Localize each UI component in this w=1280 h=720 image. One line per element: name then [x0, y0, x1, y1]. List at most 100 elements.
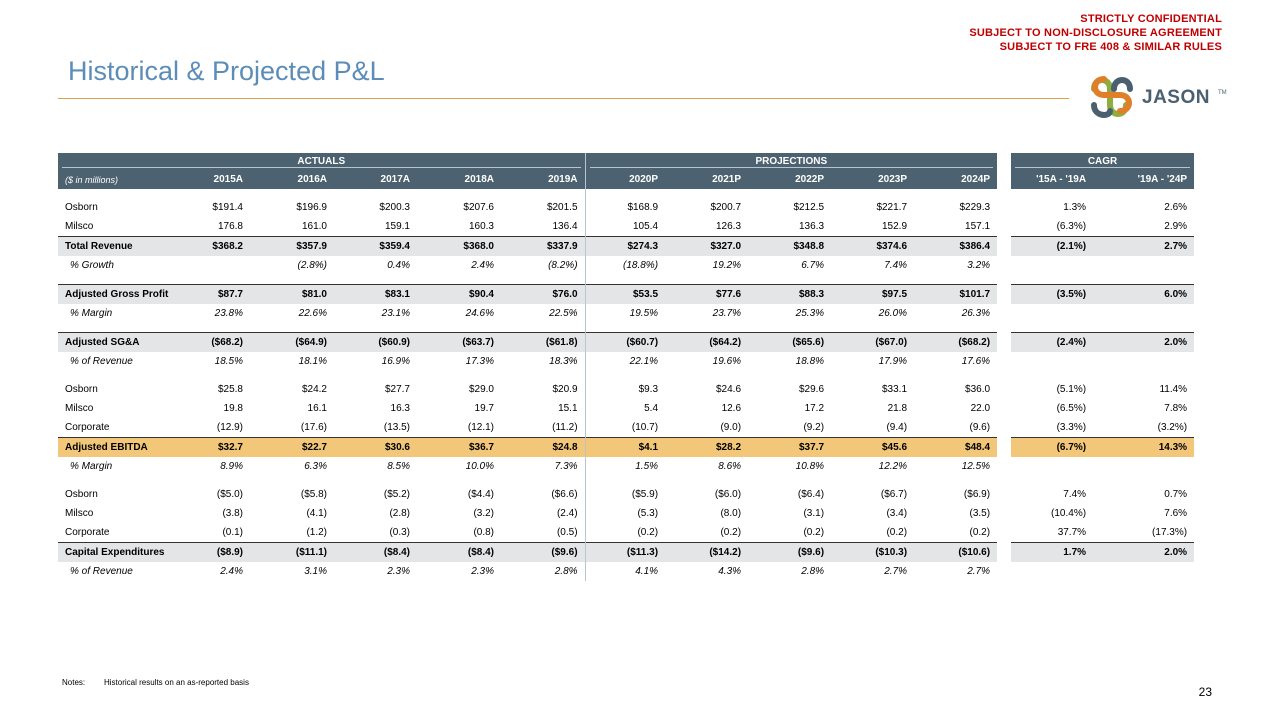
value-cell: $327.0	[665, 236, 749, 256]
spacer-cell	[183, 371, 250, 380]
row-label: Milsco	[65, 508, 94, 519]
row-gp-margin: % Margin 23.8% 22.6% 23.1% 24.6% 22.5% 19.5% 23…	[58, 304, 1194, 323]
value-cell: 18.8%	[795, 356, 825, 367]
value-cell: ($60.9)	[334, 332, 417, 352]
row-label: Corporate	[65, 527, 110, 538]
spacer-cell	[1093, 275, 1194, 285]
row-label: Total Revenue	[58, 236, 183, 256]
jason-logo-icon	[1091, 76, 1133, 118]
value-cell: 2.8%	[801, 566, 825, 577]
row-milsco-ebitda: Milsco 19.8 16.1 16.3 19.7 15.1 5.4 12.6 17.2 21.…	[58, 399, 1194, 418]
value-cell: $25.8	[217, 384, 243, 395]
cagr-cell: (2.4%)	[1011, 332, 1094, 352]
spacer-cell	[417, 189, 501, 198]
cagr-cell: 1.7%	[1011, 542, 1094, 562]
cagr-cell: 7.6%	[1164, 508, 1188, 519]
spacer-cell	[665, 189, 748, 198]
cagr-cell	[1011, 352, 1093, 371]
value-cell: 2.4%	[471, 260, 494, 271]
spacer-cell	[914, 275, 997, 285]
spacer-row	[58, 476, 1194, 485]
column-header: '19A - '24P	[1093, 170, 1195, 189]
value-cell: $77.6	[665, 284, 749, 304]
page-title: Historical & Projected P&L	[68, 56, 385, 86]
value-cell: 3.2%	[967, 260, 991, 271]
cagr-cell	[1011, 304, 1093, 323]
spacer-cell	[501, 323, 585, 333]
value-cell: $221.7	[876, 202, 908, 213]
value-cell: 159.1	[384, 221, 410, 232]
row-label: Milsco	[65, 403, 94, 414]
value-cell: 23.1%	[381, 308, 410, 319]
value-cell: (3.5)	[969, 508, 991, 519]
gap-cell	[997, 457, 1012, 476]
spacer-cell	[501, 476, 585, 485]
spacer-cell	[665, 275, 748, 285]
spacer-cell	[183, 189, 250, 198]
value-cell: (4.1)	[306, 508, 327, 519]
confidential-line-2: SUBJECT TO NON-DISCLOSURE AGREEMENT	[969, 27, 1222, 39]
value-cell: (12.1)	[467, 422, 494, 433]
spacer-cell	[417, 476, 501, 485]
value-cell: (0.1)	[222, 527, 243, 538]
spacer-cell	[501, 371, 585, 380]
cagr-group-header: CAGR	[1011, 153, 1195, 170]
value-cell: $36.0	[965, 384, 991, 395]
value-cell: $359.4	[334, 236, 417, 256]
gap-cell	[997, 504, 1012, 523]
value-cell: $87.7	[183, 284, 250, 304]
value-cell: 17.3%	[465, 356, 494, 367]
value-cell: $24.2	[301, 384, 327, 395]
value-cell: $27.7	[384, 384, 410, 395]
value-cell: 8.5%	[387, 461, 410, 472]
cagr-cell	[1093, 304, 1194, 323]
row-ebitda-margin: % Margin 8.9% 6.3% 8.5% 10.0% 7.3% 1.5% 8.6% 10.…	[58, 457, 1194, 476]
value-cell: 12.2%	[878, 461, 908, 472]
value-cell: 160.3	[468, 221, 494, 232]
value-cell: 19.7	[474, 403, 494, 414]
row-label: Milsco	[65, 221, 94, 232]
spacer-row	[58, 371, 1194, 380]
spacer-cell	[250, 275, 334, 285]
value-cell: ($68.2)	[914, 332, 998, 352]
value-cell: ($11.1)	[250, 542, 334, 562]
spacer-cell	[831, 323, 914, 333]
spacer-cell	[58, 275, 183, 285]
value-cell: $45.6	[831, 437, 915, 457]
value-cell: 18.1%	[298, 356, 327, 367]
spacer-cell	[584, 476, 666, 485]
spacer-cell	[748, 323, 831, 333]
value-cell: $229.3	[959, 202, 991, 213]
value-cell: $20.9	[552, 384, 578, 395]
gap-cell	[997, 380, 1012, 399]
gap-cell	[997, 437, 1012, 457]
cagr-cell: 7.8%	[1164, 403, 1188, 414]
value-cell: 5.4	[584, 399, 666, 418]
value-cell: ($6.7)	[880, 489, 908, 500]
row-osborn-rev: Osborn $191.4 $196.9 $200.3 $207.6 $201.5 $168…	[58, 198, 1194, 217]
column-header: 2021P	[665, 170, 749, 189]
value-cell: 1.5%	[584, 457, 666, 476]
value-cell: (0.2)	[584, 523, 666, 543]
value-cell: $53.5	[584, 284, 666, 304]
value-cell: $196.9	[296, 202, 327, 213]
spacer-cell	[748, 189, 831, 198]
value-cell: $368.2	[183, 236, 250, 256]
value-cell: 8.9%	[220, 461, 243, 472]
spacer-cell	[665, 323, 748, 333]
value-cell: $191.4	[212, 202, 243, 213]
cagr-cell: (17.3%)	[1152, 527, 1188, 538]
spacer-cell	[58, 371, 183, 380]
value-cell: (0.3)	[389, 527, 410, 538]
spacer-cell	[58, 323, 183, 333]
spacer-cell	[1011, 371, 1093, 380]
spacer-cell	[250, 371, 334, 380]
row-label: % Margin	[70, 461, 113, 472]
spacer-cell	[334, 189, 417, 198]
value-cell: 16.1	[307, 403, 327, 414]
value-cell: (0.2)	[720, 527, 742, 538]
gap-cell	[997, 523, 1012, 543]
row-ebitda: Adjusted EBITDA $32.7 $22.7 $30.6 $36.7 $24.8…	[58, 437, 1195, 457]
value-cell: 17.6%	[961, 356, 991, 367]
value-cell: $97.5	[831, 284, 915, 304]
